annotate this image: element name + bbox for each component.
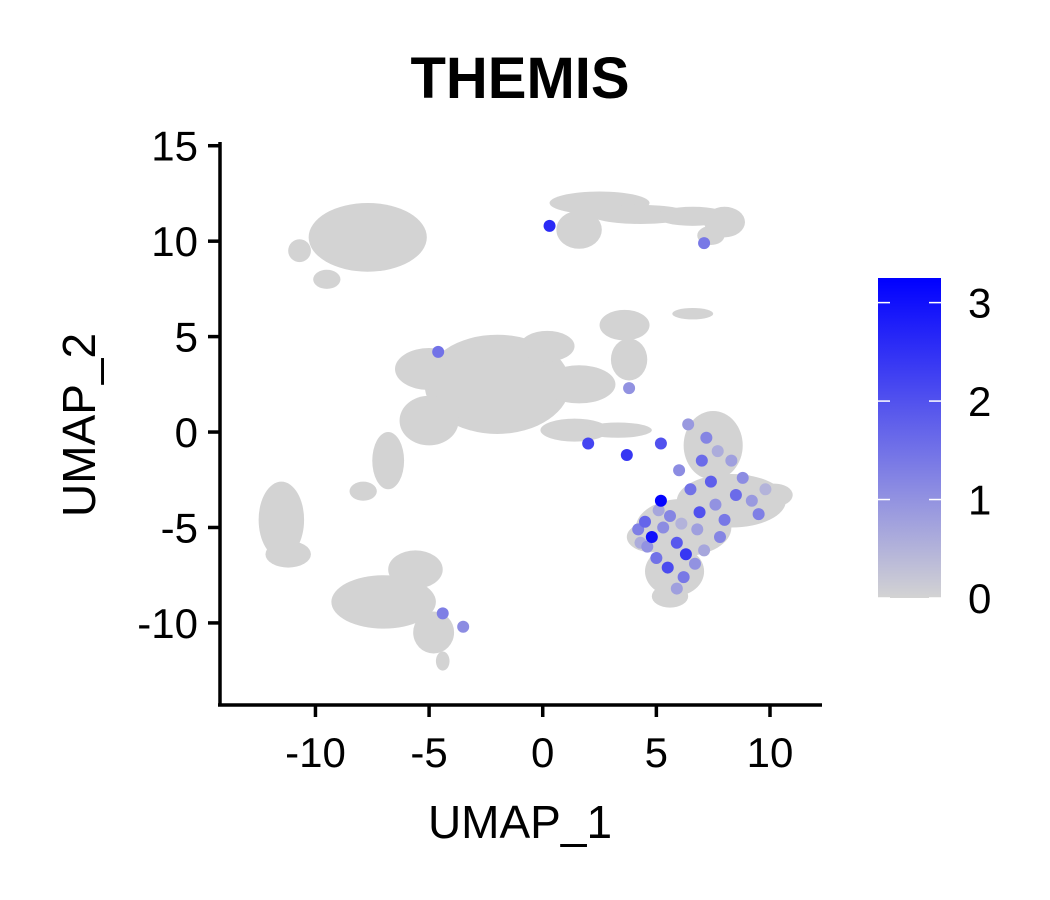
y-tick-label: -10	[137, 600, 198, 647]
y-tick-label: 15	[151, 123, 198, 170]
cell-cluster-14	[349, 481, 377, 501]
expressing-cell-26	[682, 418, 695, 431]
expressing-cell-4	[693, 506, 706, 519]
expressing-cell-43	[436, 607, 449, 620]
expressing-cell-35	[675, 517, 688, 530]
expressing-cell-11	[650, 552, 663, 565]
x-tick-label: 5	[645, 729, 668, 776]
expressing-cell-44	[457, 620, 470, 633]
cell-cluster-26	[435, 651, 450, 671]
expressing-cell-25	[745, 494, 758, 507]
expressing-cell-39	[582, 437, 595, 450]
expressing-cell-10	[684, 483, 697, 496]
cell-cluster-21	[258, 481, 305, 559]
cell-cluster-2	[313, 269, 341, 289]
cell-clusters	[258, 191, 793, 671]
cell-cluster-1	[288, 239, 311, 263]
expressing-cell-19	[673, 464, 686, 477]
expressing-cell-31	[698, 544, 711, 557]
cell-cluster-10	[424, 334, 570, 434]
color-legend: 0 1 2 3	[878, 278, 991, 622]
expressing-cell-34	[759, 483, 772, 496]
expressing-cell-14	[752, 508, 765, 521]
expressing-cell-28	[725, 454, 738, 467]
x-tick-label: 0	[531, 729, 554, 776]
expressing-cell-36	[623, 382, 636, 395]
expressing-cell-13	[718, 513, 731, 526]
expressing-cell-8	[729, 489, 742, 502]
expressing-cell-37	[654, 437, 667, 450]
expressing-cell-22	[689, 557, 701, 570]
expressing-cell-3	[661, 561, 674, 574]
expressing-cell-32	[711, 445, 724, 458]
cell-cluster-9	[672, 307, 714, 320]
expressing-cell-9	[695, 454, 708, 467]
y-tick-label: 10	[151, 218, 198, 265]
expressing-cell-12	[677, 571, 690, 584]
cell-cluster-11	[395, 348, 464, 391]
expressing-cell-5	[670, 536, 683, 549]
expressing-cell-21	[657, 521, 670, 534]
cell-cluster-22	[265, 540, 311, 568]
x-tick-label: 10	[747, 729, 794, 776]
x-axis-ticks: -10 -5 0 5 10	[285, 705, 793, 776]
legend-ticks: 0 1 2 3	[878, 280, 991, 622]
y-tick-label: 5	[175, 314, 198, 361]
expressing-cell-42	[543, 219, 556, 232]
expressing-cell-17	[664, 510, 676, 523]
y-axis-title: UMAP_2	[53, 333, 105, 517]
legend-tick-label: 0	[968, 575, 991, 622]
expressing-cell-24	[709, 498, 722, 511]
cell-cluster-24	[388, 550, 443, 589]
expressing-cell-29	[691, 523, 704, 536]
y-axis-ticks: -10 -5 0 5 10 15	[137, 123, 220, 647]
expressing-cell-7	[639, 515, 651, 528]
y-tick-label: 0	[175, 409, 198, 456]
expressing-cell-16	[700, 431, 713, 444]
cell-cluster-16	[540, 418, 609, 442]
cell-cluster-25	[413, 611, 455, 654]
x-tick-label: -5	[410, 729, 447, 776]
y-tick-label: -5	[161, 504, 198, 551]
cell-cluster-15	[542, 365, 616, 404]
cell-cluster-17	[583, 422, 652, 438]
legend-tick-label: 3	[968, 280, 991, 327]
expressing-cell-38	[620, 448, 633, 461]
cell-cluster-0	[308, 202, 427, 272]
cell-cluster-4	[556, 210, 602, 249]
cell-cluster-13	[372, 432, 405, 490]
expressing-cell-27	[670, 582, 683, 595]
expressing-cell-1	[645, 531, 658, 544]
expressing-cell-15	[632, 523, 645, 536]
expressing-cell-18	[714, 531, 726, 544]
expressing-cell-2	[679, 548, 692, 561]
cell-cluster-18	[610, 338, 648, 381]
legend-tick-label: 2	[968, 378, 991, 425]
x-axis-title: UMAP_1	[428, 796, 612, 848]
expressing-cell-0	[654, 494, 667, 507]
expressing-cell-20	[736, 471, 749, 484]
cell-cluster-20	[520, 330, 575, 362]
cell-cluster-19	[599, 309, 650, 341]
legend-tick-label: 1	[968, 477, 991, 524]
expressing-cell-41	[698, 237, 711, 250]
expressing-cell-30	[652, 504, 665, 517]
cell-cluster-12	[399, 395, 459, 446]
legend-colorbar	[878, 278, 941, 598]
expressing-cell-23	[641, 540, 654, 553]
x-tick-label: -10	[285, 729, 346, 776]
chart-title: THEMIS	[410, 46, 629, 111]
cell-cluster-23	[331, 575, 436, 629]
expressing-cell-6	[704, 475, 717, 488]
expressing-cells	[432, 219, 772, 633]
expressing-cell-40	[432, 345, 445, 358]
